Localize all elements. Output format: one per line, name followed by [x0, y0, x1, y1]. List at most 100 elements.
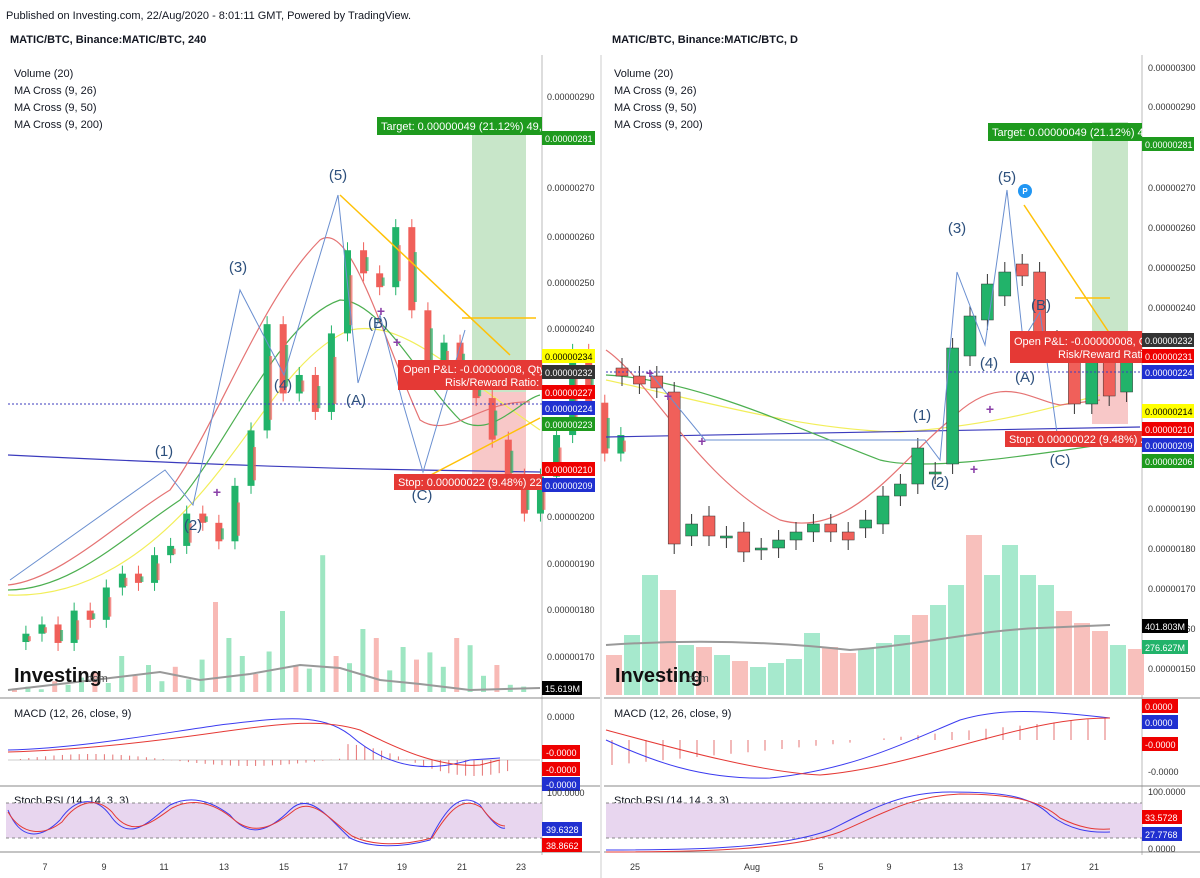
candle-body	[76, 620, 80, 640]
wave-label: (A)	[1015, 369, 1035, 386]
left-macd-label[interactable]: MACD (12, 26, close, 9)	[14, 708, 132, 720]
price-tag-bg	[542, 131, 595, 145]
candle-body	[754, 547, 768, 551]
candle-body	[807, 523, 820, 533]
indicator-ma-cross-50[interactable]: MA Cross (9, 50)	[14, 102, 97, 114]
target-label: Target: 0.00000049 (21.12%) 4!	[992, 127, 1147, 139]
candle-body	[151, 555, 159, 583]
candle-body	[70, 610, 78, 643]
time-tick-label: 9	[886, 862, 891, 872]
candle-body	[504, 439, 512, 477]
wave-label: (1)	[155, 443, 173, 460]
volume-bar	[494, 665, 500, 692]
stoch-d-line	[7, 802, 506, 845]
target-zone	[472, 120, 526, 392]
candle-body	[397, 245, 401, 282]
price-tick-label: 0.00000150	[1148, 664, 1196, 674]
volume-bar	[678, 645, 694, 695]
indicator-ma-cross-50[interactable]: MA Cross (9, 50)	[614, 102, 697, 114]
target-label-bg	[377, 117, 542, 135]
volume-bar	[1128, 649, 1144, 695]
time-tick-label: 5	[818, 862, 823, 872]
stoch-tag: 39.6328	[546, 825, 579, 835]
risk-reward-label: Risk/Reward Ratio	[1058, 349, 1149, 361]
investing-watermark: Investing	[615, 665, 703, 687]
price-tag: 0.00000209	[545, 481, 593, 491]
position-marker-icon	[1018, 184, 1032, 198]
volume-bar	[894, 635, 910, 695]
volume-bar	[79, 677, 84, 692]
stoch-tag: 27.7768	[1145, 830, 1178, 840]
volume-bar	[373, 638, 379, 692]
candle-body	[542, 487, 546, 510]
macd-signal-line	[7, 722, 501, 766]
price-tick-label: 0.00000260	[1148, 223, 1196, 233]
candle-body	[445, 350, 449, 368]
indicator-volume[interactable]: Volume (20)	[614, 68, 674, 80]
macd-tag: 0.0000	[1145, 702, 1173, 712]
candle-body	[946, 347, 959, 465]
price-tag: 0.00000210	[1145, 425, 1193, 435]
candle-body	[204, 516, 208, 522]
indicator-ma-cross-26[interactable]: MA Cross (9, 26)	[14, 85, 97, 97]
macd-signal-line	[605, 717, 1111, 776]
volume-bar	[1038, 585, 1054, 695]
target-label-bg	[988, 123, 1142, 141]
candle-body	[376, 273, 384, 288]
price-tick-label: 0.00000290	[1148, 102, 1196, 112]
volume-bar	[768, 663, 784, 695]
volume-bar	[714, 655, 730, 695]
indicator-volume[interactable]: Volume (20)	[14, 68, 74, 80]
candle-body	[488, 398, 496, 440]
macd-line	[7, 718, 501, 768]
candle-body	[553, 435, 561, 477]
indicator-ma-cross-26[interactable]: MA Cross (9, 26)	[614, 85, 697, 97]
candle-body	[38, 624, 46, 634]
indicator-ma-cross-200[interactable]: MA Cross (9, 200)	[14, 119, 103, 131]
open-pnl-label-bg	[398, 360, 542, 390]
candle-body	[54, 624, 62, 643]
stop-label-bg	[1005, 431, 1142, 447]
price-tag-bg	[1142, 365, 1194, 379]
price-tick-label: 0.00000190	[1148, 504, 1196, 514]
macd-tag-bg	[1142, 715, 1178, 729]
price-tag-bg	[542, 401, 595, 415]
price-tag: 0.00000209	[1145, 441, 1193, 451]
ma-9-line	[7, 237, 531, 586]
candle-body	[295, 374, 303, 394]
indicator-ma-cross-200[interactable]: MA Cross (9, 200)	[614, 119, 703, 131]
wave-label: (5)	[998, 169, 1016, 186]
candle-body	[720, 535, 733, 539]
volume-bar	[876, 643, 892, 695]
volume-tag: 401.803M	[1145, 622, 1185, 632]
volume-bar	[440, 666, 446, 692]
volume-bar	[930, 605, 946, 695]
candle-body	[333, 356, 337, 405]
volume-bar	[306, 668, 312, 692]
open-pnl-label: Open P&L: -0.00000008, Qty:	[403, 364, 548, 376]
candle-body	[231, 485, 239, 542]
open-pnl-label: Open P&L: -0.00000008, Qt	[1014, 336, 1150, 348]
volume-bar	[159, 681, 165, 692]
right-indicator-list: Volume (20) MA Cross (9, 26) MA Cross (9…	[614, 66, 703, 134]
ma-200-line	[7, 454, 541, 473]
price-tag: 0.00000223	[545, 420, 593, 430]
stop-label: Stop: 0.00000022 (9.48%) 22,	[398, 477, 545, 489]
candle-body	[43, 627, 47, 633]
volume-bar	[822, 647, 838, 695]
ma-26-line	[7, 299, 541, 591]
candle-body	[667, 391, 681, 545]
price-tag: 0.00000206	[1145, 457, 1193, 467]
candle-body	[22, 633, 30, 643]
candle-body	[998, 271, 1012, 297]
candle-body	[172, 548, 176, 555]
price-tag: 0.00000224	[545, 404, 593, 414]
volume-bar	[1092, 631, 1108, 695]
candle-body	[381, 277, 385, 286]
candle-body	[247, 430, 255, 486]
volume-tag-bg	[1142, 619, 1188, 633]
right-macd-label[interactable]: MACD (12, 26, close, 9)	[614, 708, 732, 720]
candle-body	[413, 252, 417, 302]
volume-bar	[966, 535, 982, 695]
